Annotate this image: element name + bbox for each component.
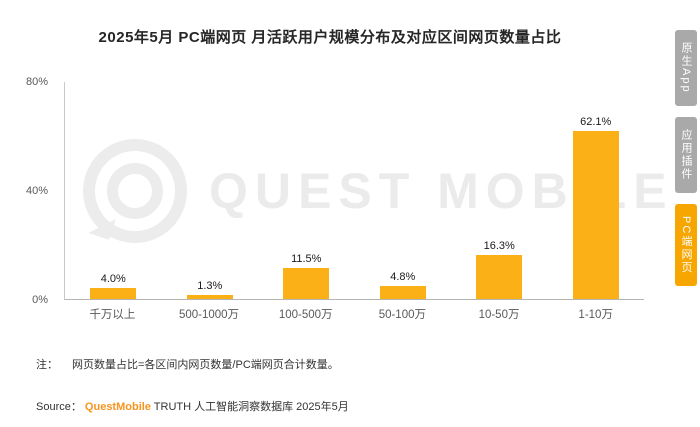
plot-area: QUEST MOBILE 4.0% 1.3% 11.5% 4.8% 16.3% 62.1% bbox=[64, 82, 667, 300]
y-tick-label: 80% bbox=[25, 76, 48, 88]
footnote-text: 网页数量占比=各区间内网页数量/PC端网页合计数量。 bbox=[72, 359, 339, 371]
sidebar-tab[interactable]: 原生App bbox=[675, 30, 697, 106]
bar-value-label: 1.3% bbox=[197, 280, 223, 293]
y-axis: 0% 40% 80% bbox=[0, 76, 56, 306]
bar-group: 16.3% bbox=[451, 82, 548, 299]
footnote: 注： 网页数量占比=各区间内网页数量/PC端网页合计数量。 bbox=[36, 356, 339, 372]
bar bbox=[283, 267, 330, 299]
source-brand: QuestMobile bbox=[84, 401, 151, 413]
x-axis-label: 1-10万 bbox=[578, 309, 613, 321]
bar-value-label: 11.5% bbox=[291, 252, 322, 265]
sidebar-tab[interactable]: PC端网页 bbox=[675, 203, 697, 286]
bar-group: 4.8% bbox=[355, 82, 452, 299]
x-axis-label: 50-100万 bbox=[378, 309, 426, 321]
y-tick-label: 0% bbox=[32, 294, 48, 306]
bar-group: 4.0% bbox=[65, 82, 162, 299]
x-axis-label: 500-1000万 bbox=[178, 309, 240, 321]
x-axis-labels: 千万以上 500-1000万 100-500万 50-100万 10-50万 1-10万 bbox=[64, 306, 644, 322]
source-suffix: TRUTH 人工智能洞察数据库 2025年5月 bbox=[153, 401, 349, 413]
x-axis-label: 千万以上 bbox=[89, 309, 136, 321]
bar bbox=[476, 254, 523, 299]
bars-row: 4.0% 1.3% 11.5% 4.8% 16.3% 62.1% bbox=[65, 82, 644, 299]
sidebar-tab[interactable]: 应用插件 bbox=[675, 116, 697, 193]
y-tick-label: 40% bbox=[25, 185, 48, 197]
right-tab-bar: 原生App 应用插件 PC端网页 bbox=[675, 30, 697, 286]
bar-group: 1.3% bbox=[162, 82, 259, 299]
bar-value-label: 16.3% bbox=[483, 239, 515, 252]
bar bbox=[379, 285, 426, 299]
x-axis-label: 10-50万 bbox=[478, 309, 520, 321]
x-axis-label: 100-500万 bbox=[278, 309, 333, 321]
source-prefix: Source： bbox=[36, 401, 82, 413]
bar bbox=[90, 288, 137, 299]
bar-group: 11.5% bbox=[258, 82, 355, 299]
bar bbox=[186, 295, 233, 299]
bar-value-label: 4.8% bbox=[390, 270, 416, 283]
source-line: Source： QuestMobile TRUTH 人工智能洞察数据库 2025… bbox=[36, 398, 349, 414]
chart-title: 2025年5月 PC端网页 月活跃用户规模分布及对应区间网页数量占比 bbox=[98, 29, 562, 46]
footnote-label: 注： bbox=[36, 359, 58, 371]
bar bbox=[572, 130, 619, 299]
bar-value-label: 62.1% bbox=[580, 115, 612, 128]
bar-value-label: 4.0% bbox=[100, 273, 126, 286]
bar-group: 62.1% bbox=[548, 82, 645, 299]
